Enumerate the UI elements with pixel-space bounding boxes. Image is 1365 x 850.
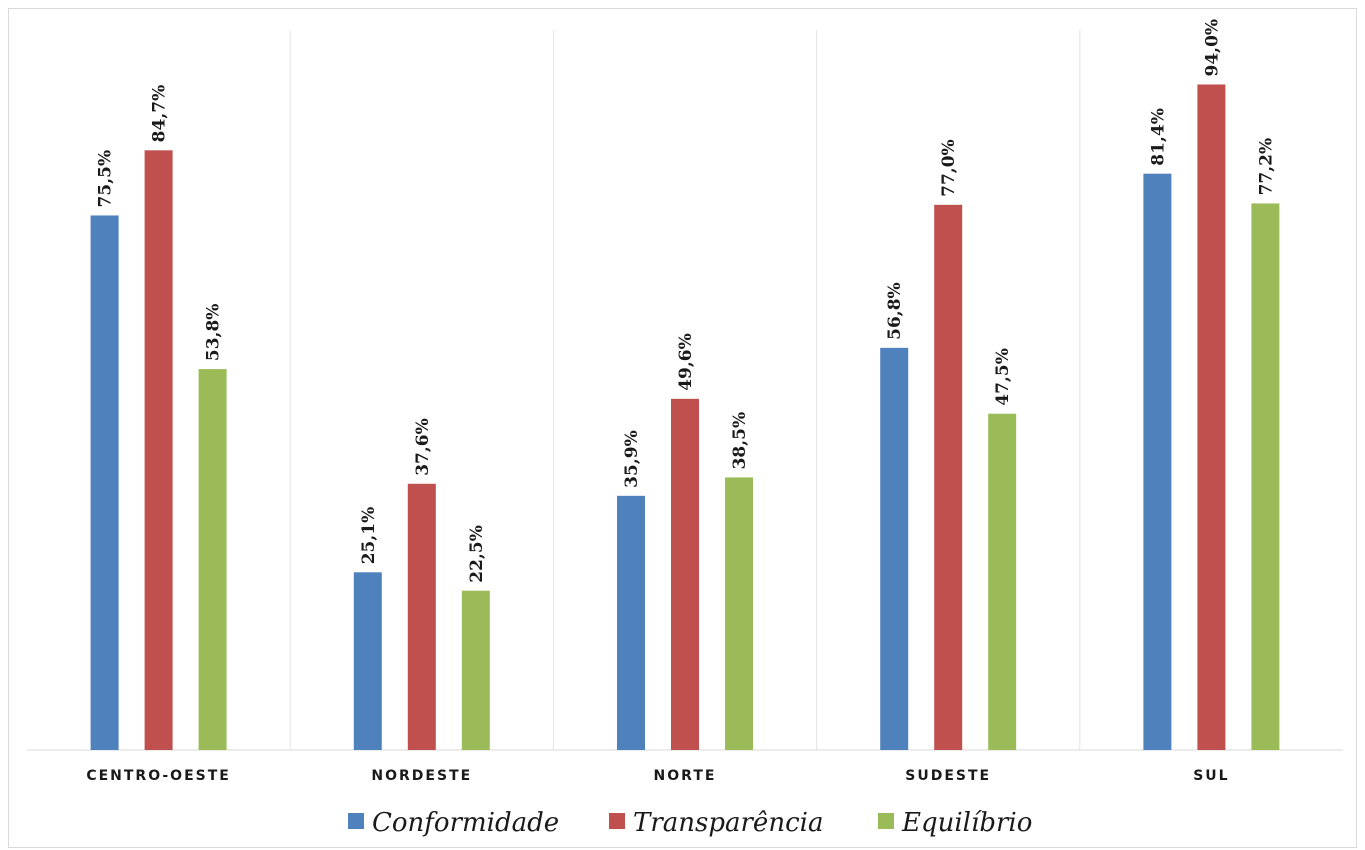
data-label-conformidade-nordeste: 25,1% (359, 507, 379, 565)
bar-transparencia-centro-oeste (144, 150, 173, 751)
data-label-equilibrio-sul: 77,2% (1256, 138, 1276, 196)
data-label-conformidade-norte: 35,9% (622, 430, 642, 488)
bar-transparencia-sudeste (934, 204, 963, 751)
legend-label-conformidade: Conformidade (372, 808, 559, 838)
legend-swatch-conformidade (348, 813, 364, 829)
data-label-conformidade-sudeste: 56,8% (885, 282, 905, 340)
category-label-centro-oeste: CENTRO-OESTE (86, 768, 231, 784)
legend-label-equilibrio: Equilíbrio (901, 808, 1032, 838)
bar-equilibrio-nordeste (461, 590, 490, 750)
data-label-transparencia-norte: 49,6% (676, 333, 696, 391)
bar-conformidade-sudeste (880, 347, 909, 750)
legend: Conformidade Transparência Equilíbrio (348, 808, 1032, 838)
category-label-sudeste: SUDESTE (905, 768, 991, 784)
legend-label-transparencia: Transparência (633, 808, 823, 838)
bar-transparencia-sul (1197, 84, 1226, 751)
category-labels-group: CENTRO-OESTE NORDESTE NORTE SUDESTE SUL (86, 768, 1229, 784)
bar-equilibrio-norte (725, 477, 753, 750)
bar-conformidade-sul (1143, 173, 1172, 751)
bar-conformidade-norte (617, 495, 645, 750)
bar-equilibrio-sudeste (988, 413, 1017, 750)
category-label-norte: NORTE (654, 768, 717, 784)
legend-swatch-transparencia (609, 813, 625, 829)
data-label-conformidade-sul: 81,4% (1148, 108, 1168, 166)
bar-transparencia-nordeste (407, 483, 436, 750)
category-label-sul: SUL (1193, 768, 1229, 784)
data-label-conformidade-centro-oeste: 75,5% (96, 150, 116, 208)
bar-conformidade-centro-oeste (90, 215, 119, 750)
data-label-transparencia-nordeste: 37,6% (413, 418, 433, 476)
data-label-transparencia-centro-oeste: 84,7% (150, 85, 170, 143)
category-separators (289, 30, 1081, 750)
data-label-equilibrio-norte: 38,5% (730, 412, 750, 470)
data-label-equilibrio-nordeste: 22,5% (467, 525, 487, 583)
bars-group (90, 84, 1280, 751)
bar-conformidade-nordeste (353, 572, 382, 750)
data-label-equilibrio-centro-oeste: 53,8% (204, 304, 224, 362)
bar-equilibrio-centro-oeste (198, 369, 227, 750)
data-label-transparencia-sul: 94,0% (1202, 19, 1222, 77)
category-label-nordeste: NORDESTE (371, 768, 472, 784)
bar-transparencia-norte (671, 398, 699, 750)
legend-swatch-equilibrio (878, 813, 894, 829)
data-labels-group: 75,5% 84,7% 53,8% 25,1% 37,6% 22,5% 35,9% 49,6%… (96, 19, 1277, 583)
data-label-equilibrio-sudeste: 47,5% (993, 348, 1013, 406)
bar-equilibrio-sul (1251, 203, 1280, 750)
data-label-transparencia-sudeste: 77,0% (939, 139, 959, 197)
